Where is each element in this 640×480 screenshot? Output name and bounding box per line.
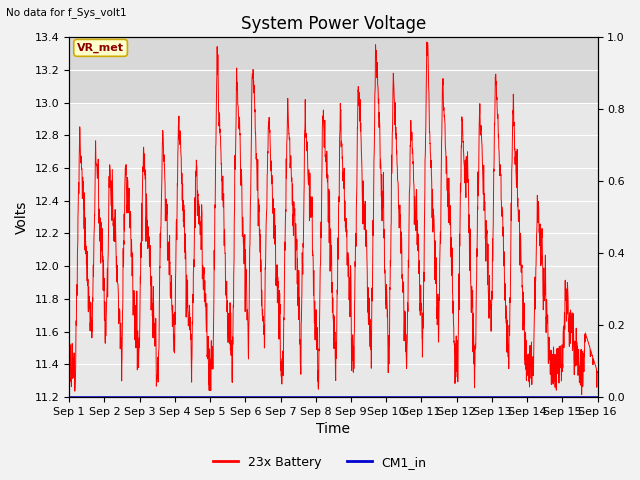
- Y-axis label: Volts: Volts: [15, 201, 29, 234]
- Title: System Power Voltage: System Power Voltage: [241, 15, 426, 33]
- Bar: [69, 37, 598, 103]
- X-axis label: Time: Time: [316, 422, 350, 436]
- Text: No data for f_Sys_volt1: No data for f_Sys_volt1: [6, 7, 127, 18]
- Text: VR_met: VR_met: [77, 43, 124, 53]
- Legend: 23x Battery, CM1_in: 23x Battery, CM1_in: [208, 451, 432, 474]
